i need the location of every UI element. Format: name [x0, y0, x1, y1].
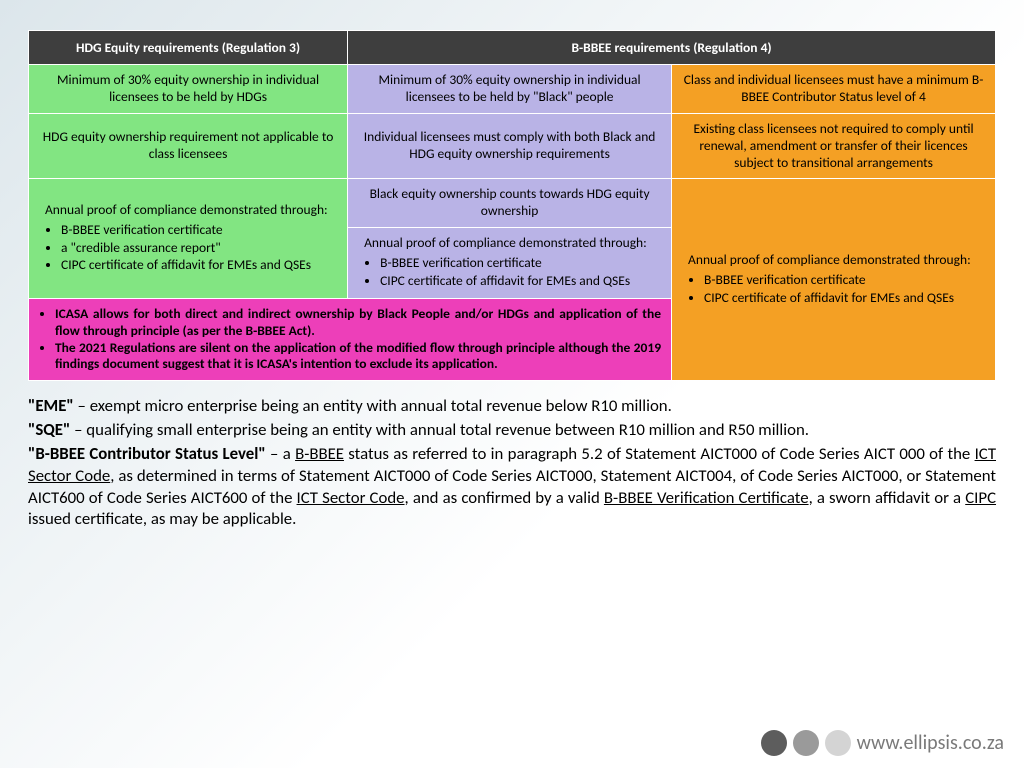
cell-p3: Black equity ownership counts towards HD… — [348, 179, 672, 228]
bullet-item: a "credible assurance report" — [61, 240, 337, 257]
header-bbbee: B-BBEE requirements (Regulation 4) — [348, 31, 996, 65]
bullet-item: CIPC certificate of affidavit for EMEs a… — [380, 273, 661, 290]
term-sqe: "SQE" — [28, 419, 70, 440]
cell-magenta: ICASA allows for both direct and indirec… — [29, 298, 672, 381]
logo-dot-2 — [793, 730, 819, 756]
bullet-item: B-BBEE verification certificate — [380, 255, 661, 272]
bullet-item: ICASA allows for both direct and indirec… — [55, 306, 661, 340]
cell-p4: Annual proof of compliance demonstrated … — [348, 228, 672, 299]
bullet-item: CIPC certificate of affidavit for EMEs a… — [61, 257, 337, 274]
def-eme: – exempt micro enterprise being an entit… — [74, 395, 672, 416]
o3-bullets: B-BBEE verification certificate CIPC cer… — [682, 272, 985, 307]
p4-bullets: B-BBEE verification certificate CIPC cer… — [358, 255, 661, 290]
note-bbbee: "B-BBEE Contributor Status Level" – a B-… — [28, 443, 996, 530]
note-eme: "EME" – exempt micro enterprise being an… — [28, 395, 996, 417]
logo-dot-3 — [825, 730, 851, 756]
magenta-bullets: ICASA allows for both direct and indirec… — [39, 306, 661, 374]
table-row: Annual proof of compliance demonstrated … — [29, 179, 996, 228]
table-row: Minimum of 30% equity ownership in indiv… — [29, 65, 996, 114]
proof-header: Annual proof of compliance demonstrated … — [358, 235, 661, 252]
bullet-item: CIPC certificate of affidavit for EMEs a… — [704, 290, 985, 307]
proof-header: Annual proof of compliance demonstrated … — [39, 202, 337, 219]
logo-dot-1 — [761, 730, 787, 756]
cell-o2: Existing class licensees not required to… — [672, 113, 996, 179]
bullet-item: B-BBEE verification certificate — [704, 272, 985, 289]
footer: www.ellipsis.co.za — [761, 730, 1004, 756]
cell-p1: Minimum of 30% equity ownership in indiv… — [348, 65, 672, 114]
proof-header: Annual proof of compliance demonstrated … — [682, 252, 985, 269]
requirements-table: HDG Equity requirements (Regulation 3) B… — [28, 30, 996, 381]
cell-g1: Minimum of 30% equity ownership in indiv… — [29, 65, 348, 114]
table-header-row: HDG Equity requirements (Regulation 3) B… — [29, 31, 996, 65]
table-row: HDG equity ownership requirement not app… — [29, 113, 996, 179]
note-sqe: "SQE" – qualifying small enterprise bein… — [28, 419, 996, 441]
footer-url: www.ellipsis.co.za — [857, 731, 1004, 755]
cell-o1: Class and individual licensees must have… — [672, 65, 996, 114]
g3-bullets: B-BBEE verification certificate a "credi… — [39, 222, 337, 275]
bullet-item: The 2021 Regulations are silent on the a… — [55, 340, 661, 374]
def-sqe: – qualifying small enterprise being an e… — [70, 419, 809, 440]
cell-g2: HDG equity ownership requirement not app… — [29, 113, 348, 179]
cell-o3: Annual proof of compliance demonstrated … — [672, 179, 996, 381]
cell-p2: Individual licensees must comply with bo… — [348, 113, 672, 179]
term-eme: "EME" — [28, 395, 74, 416]
cell-g3: Annual proof of compliance demonstrated … — [29, 179, 348, 298]
notes-section: "EME" – exempt micro enterprise being an… — [28, 395, 996, 530]
header-hdg: HDG Equity requirements (Regulation 3) — [29, 31, 348, 65]
term-bbbee: "B-BBEE Contributor Status Level" — [28, 443, 266, 464]
bullet-item: B-BBEE verification certificate — [61, 222, 337, 239]
